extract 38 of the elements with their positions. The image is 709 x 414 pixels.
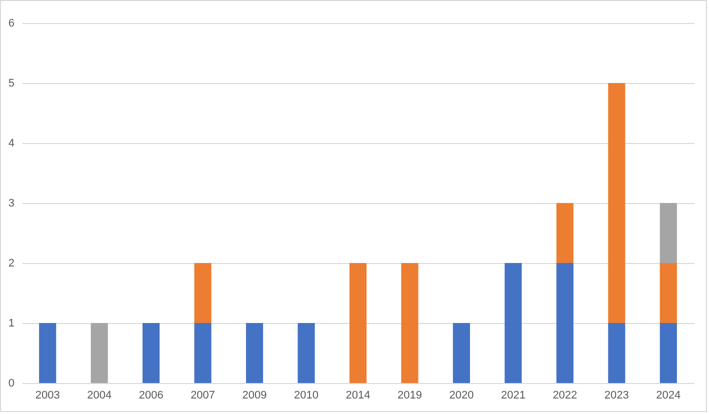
x-tick-label: 2014 (346, 390, 370, 402)
x-tick-label: 2022 (552, 390, 578, 402)
y-tick-label: 4 (8, 138, 14, 150)
bar (39, 323, 56, 383)
x-tick-label: 2020 (449, 390, 474, 402)
x-tick-label: 2003 (35, 390, 60, 402)
y-tick-label: 2 (8, 258, 14, 270)
x-tick-label: 2023 (604, 390, 629, 402)
bar (194, 323, 212, 383)
x-tick-label: 2010 (294, 390, 319, 402)
y-tick-label: 6 (8, 18, 14, 30)
y-tick-label: 1 (8, 318, 14, 330)
x-tick-label: 2004 (87, 390, 112, 402)
bar (504, 263, 522, 383)
x-tick-label: 2024 (656, 390, 681, 402)
x-tick-label: 2009 (242, 390, 267, 402)
y-tick-label: 5 (8, 78, 14, 90)
bar (660, 263, 677, 323)
y-tick-label: 3 (8, 198, 14, 210)
bar (660, 323, 677, 383)
bar (90, 323, 108, 383)
bar (142, 323, 160, 383)
bar (608, 83, 626, 323)
bar (452, 323, 470, 383)
bar (556, 203, 574, 263)
x-tick-label: 2007 (190, 390, 216, 402)
x-tick-label: 2006 (138, 390, 164, 402)
bar (660, 203, 677, 263)
bar (349, 263, 367, 383)
bar (401, 263, 418, 383)
bar (194, 263, 212, 323)
bar (608, 323, 626, 383)
y-tick-label: 0 (8, 378, 14, 390)
bar (556, 263, 574, 383)
x-tick-label: 2019 (397, 390, 422, 402)
bar (246, 323, 264, 383)
bar (298, 323, 315, 383)
x-tick-label: 2021 (500, 390, 526, 402)
